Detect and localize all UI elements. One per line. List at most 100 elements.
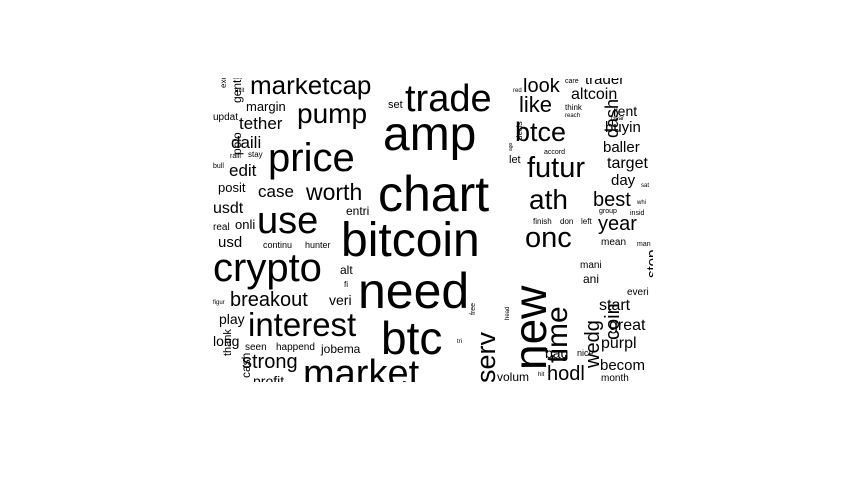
- word-edit: edit: [229, 161, 257, 180]
- word-day: day: [611, 172, 636, 189]
- word-jobema: jobema: [321, 342, 361, 356]
- word-altcoin: altcoin: [571, 86, 618, 103]
- word-rent: rent: [613, 103, 638, 119]
- word-sell: sell: [233, 78, 243, 81]
- word-think: think: [565, 103, 582, 112]
- word-buyin: buyin: [605, 119, 641, 136]
- word-serv: serv: [471, 331, 501, 382]
- word-becom: becom: [600, 357, 646, 374]
- word-hodl: hodl: [547, 363, 585, 382]
- word-free: free: [470, 302, 477, 315]
- word-trade: trade: [405, 78, 492, 120]
- word-onc: onc: [525, 222, 572, 254]
- word-don: don: [560, 217, 574, 226]
- word-amp: amp: [383, 108, 477, 161]
- word-finish: finish: [533, 217, 552, 226]
- word-veri: veri: [329, 292, 352, 308]
- word-cloud: bitcoin chart need amp new btc crypto price trad…: [213, 78, 653, 382]
- word-year: year: [598, 213, 637, 235]
- word-posit: posit: [218, 180, 246, 195]
- word-polo: polo: [230, 132, 244, 155]
- word-whi: whi: [637, 200, 647, 206]
- word-happend: happend: [276, 342, 315, 353]
- word-alt: alt: [340, 263, 353, 277]
- word-use: use: [257, 200, 319, 242]
- word-market: market: [303, 353, 420, 382]
- word-pump: pump: [297, 98, 368, 129]
- word-cash: cash: [239, 352, 253, 378]
- word-futur: futur: [527, 152, 586, 184]
- word-play: play: [219, 311, 245, 327]
- word-ago: ago: [508, 142, 514, 151]
- word-nice: nice: [577, 348, 594, 358]
- word-margin: margin: [246, 99, 286, 114]
- word-entri: entri: [346, 204, 370, 218]
- word-tether: tether: [239, 114, 283, 133]
- word-btc: btc: [381, 312, 443, 364]
- word-hunter: hunter: [305, 240, 331, 250]
- word-need: need: [358, 263, 470, 319]
- word-look: look: [523, 78, 560, 97]
- word-start: start: [599, 297, 631, 314]
- word-long: long: [213, 333, 240, 349]
- word-marketcap: marketcap: [250, 78, 372, 100]
- word-ralli: ralli: [230, 153, 241, 160]
- word-care: care: [565, 78, 579, 85]
- word-like: like: [519, 92, 553, 117]
- word-baller: baller: [603, 139, 640, 156]
- word-stay: stay: [248, 150, 263, 159]
- word-head: head: [505, 306, 511, 320]
- word-man: man: [637, 241, 651, 248]
- word-worth: worth: [306, 179, 363, 205]
- word-price: price: [268, 136, 355, 180]
- word-ani: ani: [583, 272, 600, 286]
- word-case: case: [258, 182, 294, 201]
- word-daili: daili: [231, 133, 262, 152]
- word-ath: ath: [529, 184, 568, 215]
- word-real: real: [213, 222, 230, 233]
- word-set: set: [388, 99, 403, 111]
- word-chart: chart: [378, 166, 490, 222]
- word-breakout: breakout: [230, 289, 308, 311]
- word-target: target: [607, 155, 648, 172]
- word-excit: excit: [219, 78, 228, 88]
- word-exit: exit: [235, 88, 245, 94]
- word-tri: tri: [457, 339, 462, 345]
- word-seen: seen: [245, 342, 267, 353]
- word-usdt: usdt: [213, 200, 244, 217]
- word-great: great: [609, 317, 646, 334]
- word-stop: stop: [644, 249, 653, 278]
- word-thank: thank: [222, 329, 234, 356]
- word-interest: interest: [248, 306, 357, 343]
- word-clear: clear: [611, 116, 625, 122]
- word-accord: accord: [544, 149, 566, 156]
- word-bull: bull: [213, 163, 224, 170]
- word-left: left: [581, 217, 592, 226]
- word-bag: bag: [545, 345, 569, 361]
- word-decis: decis: [515, 121, 524, 140]
- word-bitcoin: bitcoin: [341, 214, 480, 267]
- word-onli: onli: [235, 217, 256, 232]
- word-fi: fi: [344, 280, 348, 289]
- word-profit: profit: [253, 373, 285, 382]
- word-volum: volum: [497, 370, 530, 382]
- word-sat: sat: [641, 183, 650, 189]
- word-btce: btce: [515, 117, 567, 147]
- word-figur: figur: [213, 300, 225, 306]
- word-hit: hit: [538, 372, 545, 378]
- word-continu: continu: [263, 240, 293, 250]
- word-everi: everi: [627, 287, 649, 298]
- word-mani: mani: [580, 260, 602, 271]
- word-red: red: [513, 88, 522, 94]
- word-crypto: crypto: [213, 246, 322, 290]
- word-month: month: [601, 373, 629, 383]
- word-purpl: purpl: [601, 335, 637, 352]
- word-trader: trader: [585, 78, 625, 88]
- word-let: let: [509, 154, 521, 166]
- word-reach: reach: [565, 113, 581, 119]
- word-mean: mean: [601, 237, 627, 248]
- word-best: best: [593, 189, 631, 211]
- word-usd: usd: [218, 234, 243, 251]
- word-group: group: [599, 208, 617, 215]
- word-insid: insid: [630, 210, 645, 217]
